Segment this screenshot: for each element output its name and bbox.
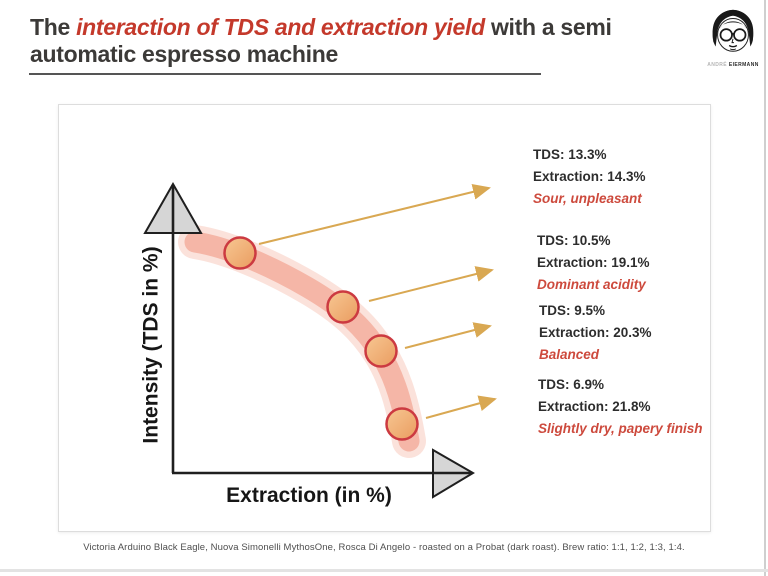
point-annotation-4: TDS: 6.9% Extraction: 21.8% Slightly dry… <box>538 374 703 440</box>
title-suffix: with a semi <box>484 14 612 40</box>
data-point-4 <box>385 407 419 441</box>
point-annotation-2: TDS: 10.5% Extraction: 19.1% Dominant ac… <box>537 230 650 296</box>
presenter-logo: ANDRÉ EIERMANN <box>703 5 763 68</box>
title-line2: automatic espresso machine <box>30 41 338 67</box>
arrow-point-3 <box>404 322 492 349</box>
annotation-note: Slightly dry, papery finish <box>538 421 703 436</box>
data-point-2 <box>326 290 360 324</box>
annotation-tds: TDS: 6.9% <box>538 377 605 392</box>
arrow-point-4 <box>425 395 497 419</box>
arrow-point-1 <box>258 184 491 245</box>
arrow-point-2 <box>368 266 494 302</box>
annotation-tds: TDS: 10.5% <box>537 233 611 248</box>
chart-card: Intensity (TDS in %) Extraction (in %) T… <box>58 104 711 532</box>
annotation-extraction: Extraction: 14.3% <box>533 169 646 184</box>
y-axis-label: Intensity (TDS in %) <box>140 246 163 443</box>
frame-edge-right <box>764 0 766 576</box>
presenter-last-name: EIERMANN <box>728 62 759 68</box>
title-highlight: interaction of TDS and extraction yield <box>76 14 485 40</box>
data-point-1 <box>223 236 257 270</box>
chart-canvas: Intensity (TDS in %) Extraction (in %) <box>140 181 497 507</box>
annotation-note: Sour, unpleasant <box>533 191 642 206</box>
point-annotation-3: TDS: 9.5% Extraction: 20.3% Balanced <box>539 300 652 366</box>
annotation-tds: TDS: 13.3% <box>533 147 607 162</box>
point-annotation-1: TDS: 13.3% Extraction: 14.3% Sour, unple… <box>533 144 646 210</box>
x-axis-label: Extraction (in %) <box>226 484 392 507</box>
annotation-note: Dominant acidity <box>537 277 646 292</box>
page-title: The interaction of TDS and extraction yi… <box>30 14 690 68</box>
annotation-extraction: Extraction: 20.3% <box>539 325 652 340</box>
data-point-3 <box>364 334 398 368</box>
title-prefix: The <box>30 14 77 40</box>
annotation-arrows <box>258 184 497 419</box>
axes <box>143 181 475 499</box>
annotation-extraction: Extraction: 21.8% <box>538 399 651 414</box>
portrait-icon <box>712 9 754 52</box>
frame-edge-bottom <box>0 569 768 572</box>
annotation-extraction: Extraction: 19.1% <box>537 255 650 270</box>
presenter-first-name: ANDRÉ <box>707 62 728 68</box>
title-underline <box>29 73 541 75</box>
annotation-note: Balanced <box>539 347 600 362</box>
data-points <box>223 236 419 441</box>
presenter-name: ANDRÉ EIERMANN <box>703 62 763 68</box>
footnote: Victoria Arduino Black Eagle, Nuova Simo… <box>83 542 685 553</box>
annotation-tds: TDS: 9.5% <box>539 303 606 318</box>
